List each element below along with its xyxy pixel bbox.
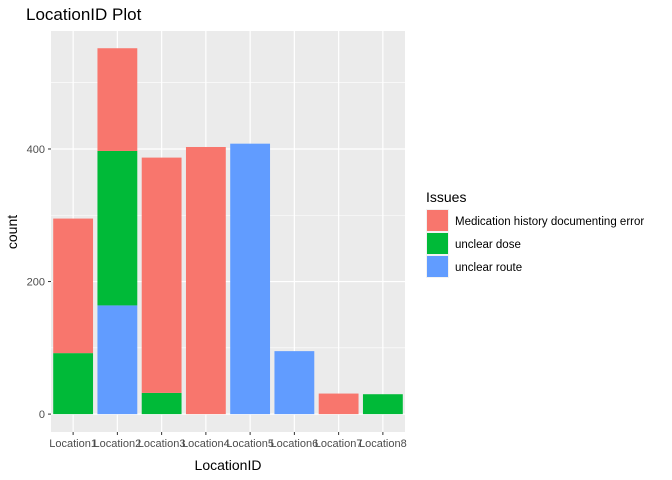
x-tick-label: Location8 <box>359 438 407 450</box>
x-tick-label: Location7 <box>315 438 363 450</box>
legend: Issues Medication history documenting er… <box>426 189 644 278</box>
x-tick-label: Location4 <box>182 438 230 450</box>
legend-label: unclear dose <box>455 239 521 251</box>
bar-segment <box>230 143 271 415</box>
bar-segment <box>53 218 94 354</box>
bars <box>53 48 403 415</box>
legend-label: unclear route <box>455 262 522 274</box>
bar-segment <box>97 150 138 306</box>
y-tick-label: 400 <box>27 144 45 156</box>
bar-segment <box>141 157 182 393</box>
x-tick-label: Location1 <box>49 438 97 450</box>
bar-segment <box>185 146 226 415</box>
chart-title: LocationID Plot <box>26 5 142 24</box>
y-tick-label: 0 <box>39 409 45 421</box>
bar-segment <box>97 48 138 151</box>
bar-segment <box>97 305 138 415</box>
x-tick-label: Location5 <box>226 438 274 450</box>
y-axis-label: count <box>4 215 20 249</box>
legend-swatch <box>427 256 448 277</box>
legend-items: Medication history documenting error uncl… <box>426 209 644 278</box>
bar-segment <box>141 392 182 415</box>
x-tick-label: Location6 <box>271 438 319 450</box>
bar-segment <box>362 394 403 415</box>
legend-title: Issues <box>426 189 466 205</box>
x-tick-label: Location3 <box>138 438 186 450</box>
axes: 0200400Location1Location2Location3Locati… <box>27 144 407 450</box>
x-tick-label: Location2 <box>94 438 142 450</box>
bar-segment <box>274 351 315 415</box>
bar-segment <box>318 393 359 415</box>
legend-label: Medication history documenting error <box>455 216 644 228</box>
x-axis-label: LocationID <box>195 457 262 473</box>
bar-segment <box>53 353 94 415</box>
legend-swatch <box>427 210 448 231</box>
legend-swatch <box>427 233 448 254</box>
y-tick-label: 200 <box>27 277 45 289</box>
